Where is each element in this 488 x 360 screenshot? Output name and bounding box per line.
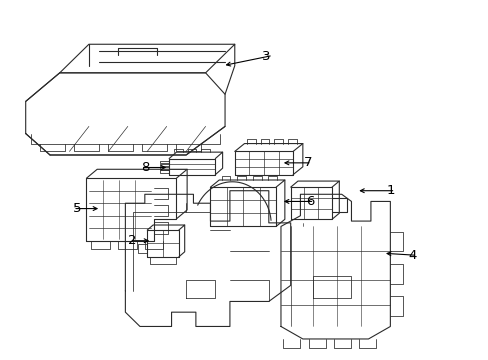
Text: 2: 2 bbox=[128, 234, 137, 247]
Text: 7: 7 bbox=[303, 156, 311, 169]
Text: 5: 5 bbox=[72, 202, 81, 215]
Text: 6: 6 bbox=[305, 195, 314, 208]
Text: 3: 3 bbox=[262, 50, 270, 63]
Text: 4: 4 bbox=[407, 248, 416, 261]
Text: 1: 1 bbox=[386, 184, 394, 197]
Text: 8: 8 bbox=[141, 161, 149, 174]
